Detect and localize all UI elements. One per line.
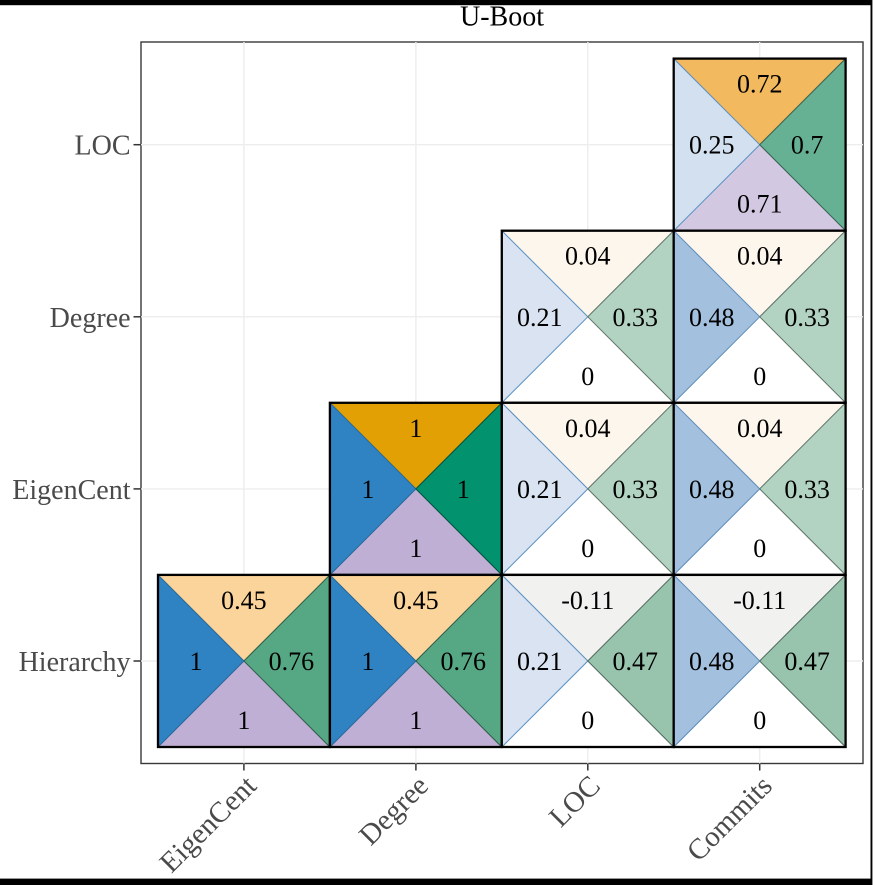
svg-text:0.04: 0.04 (565, 414, 611, 443)
svg-text:-0.11: -0.11 (733, 586, 786, 615)
svg-text:0.48: 0.48 (689, 475, 735, 504)
svg-text:0: 0 (753, 362, 766, 391)
svg-text:0.33: 0.33 (784, 303, 830, 332)
svg-text:U-Boot: U-Boot (460, 2, 544, 33)
svg-text:0.45: 0.45 (393, 586, 439, 615)
svg-text:0.21: 0.21 (517, 303, 563, 332)
svg-text:0.04: 0.04 (737, 242, 783, 271)
svg-text:1: 1 (409, 534, 422, 563)
svg-text:1: 1 (457, 475, 470, 504)
svg-text:0.33: 0.33 (612, 475, 658, 504)
svg-text:-0.11: -0.11 (561, 586, 614, 615)
svg-text:1: 1 (190, 647, 203, 676)
svg-text:0.72: 0.72 (737, 70, 783, 99)
svg-text:Hierarchy: Hierarchy (19, 647, 131, 678)
svg-text:0: 0 (753, 534, 766, 563)
svg-text:0.21: 0.21 (517, 647, 563, 676)
svg-text:0.04: 0.04 (737, 414, 783, 443)
svg-text:0.48: 0.48 (689, 647, 735, 676)
svg-text:0.71: 0.71 (737, 190, 783, 219)
svg-text:LOC: LOC (75, 131, 131, 162)
svg-text:0: 0 (581, 706, 594, 735)
svg-text:0.21: 0.21 (517, 475, 563, 504)
svg-text:0.47: 0.47 (784, 647, 830, 676)
svg-text:EigenCent: EigenCent (12, 475, 130, 506)
svg-text:0.7: 0.7 (791, 131, 824, 160)
svg-text:0.47: 0.47 (612, 647, 658, 676)
svg-text:0.33: 0.33 (612, 303, 658, 332)
svg-text:0.45: 0.45 (221, 586, 267, 615)
svg-text:1: 1 (361, 647, 374, 676)
svg-text:0: 0 (753, 706, 766, 735)
svg-text:0: 0 (581, 362, 594, 391)
svg-text:0: 0 (581, 534, 594, 563)
svg-text:0.76: 0.76 (269, 647, 315, 676)
svg-text:0.33: 0.33 (784, 475, 830, 504)
svg-text:0.48: 0.48 (689, 303, 735, 332)
svg-text:0.25: 0.25 (689, 131, 735, 160)
svg-text:Degree: Degree (50, 303, 131, 334)
svg-text:1: 1 (409, 414, 422, 443)
svg-text:0.76: 0.76 (441, 647, 487, 676)
svg-text:1: 1 (237, 706, 250, 735)
svg-text:1: 1 (409, 706, 422, 735)
svg-text:0.04: 0.04 (565, 242, 611, 271)
svg-text:1: 1 (361, 475, 374, 504)
